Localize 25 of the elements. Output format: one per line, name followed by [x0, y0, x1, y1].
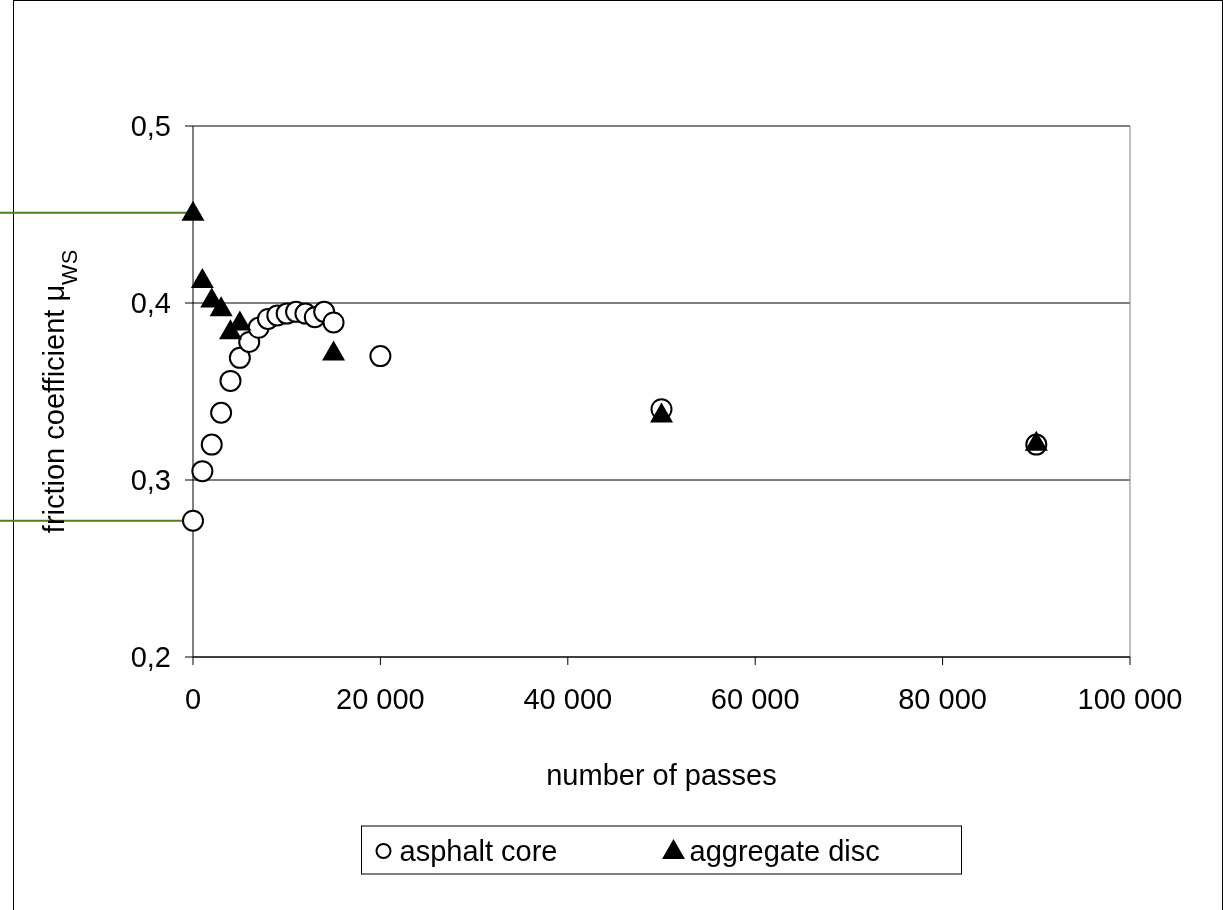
x-axis-title: number of passes — [546, 759, 777, 791]
x-tick-label: 20 000 — [336, 683, 425, 715]
y-tick-label: 0,2 — [130, 641, 171, 673]
point — [191, 460, 214, 483]
legend-label: aggregate disc — [689, 835, 880, 867]
point — [190, 267, 214, 288]
x-tick-label: 80 000 — [898, 683, 987, 715]
y-tick-label: 0,5 — [130, 110, 171, 142]
point — [322, 340, 346, 361]
point — [322, 311, 345, 334]
point — [200, 433, 223, 456]
x-tick-label: 100 000 — [1077, 683, 1183, 715]
point — [219, 369, 242, 392]
legend-label: asphalt core — [399, 835, 558, 867]
x-tick-label: 40 000 — [523, 683, 613, 715]
point — [228, 346, 251, 369]
point — [181, 200, 205, 221]
x-tick-label: 60 000 — [710, 683, 800, 715]
y-tick-label: 0,4 — [130, 287, 171, 319]
point — [210, 401, 233, 424]
x-tick-label: 0 — [184, 683, 202, 715]
point — [209, 296, 233, 317]
point — [182, 509, 204, 532]
y-tick-label: 0,3 — [130, 464, 171, 496]
point — [369, 345, 392, 368]
